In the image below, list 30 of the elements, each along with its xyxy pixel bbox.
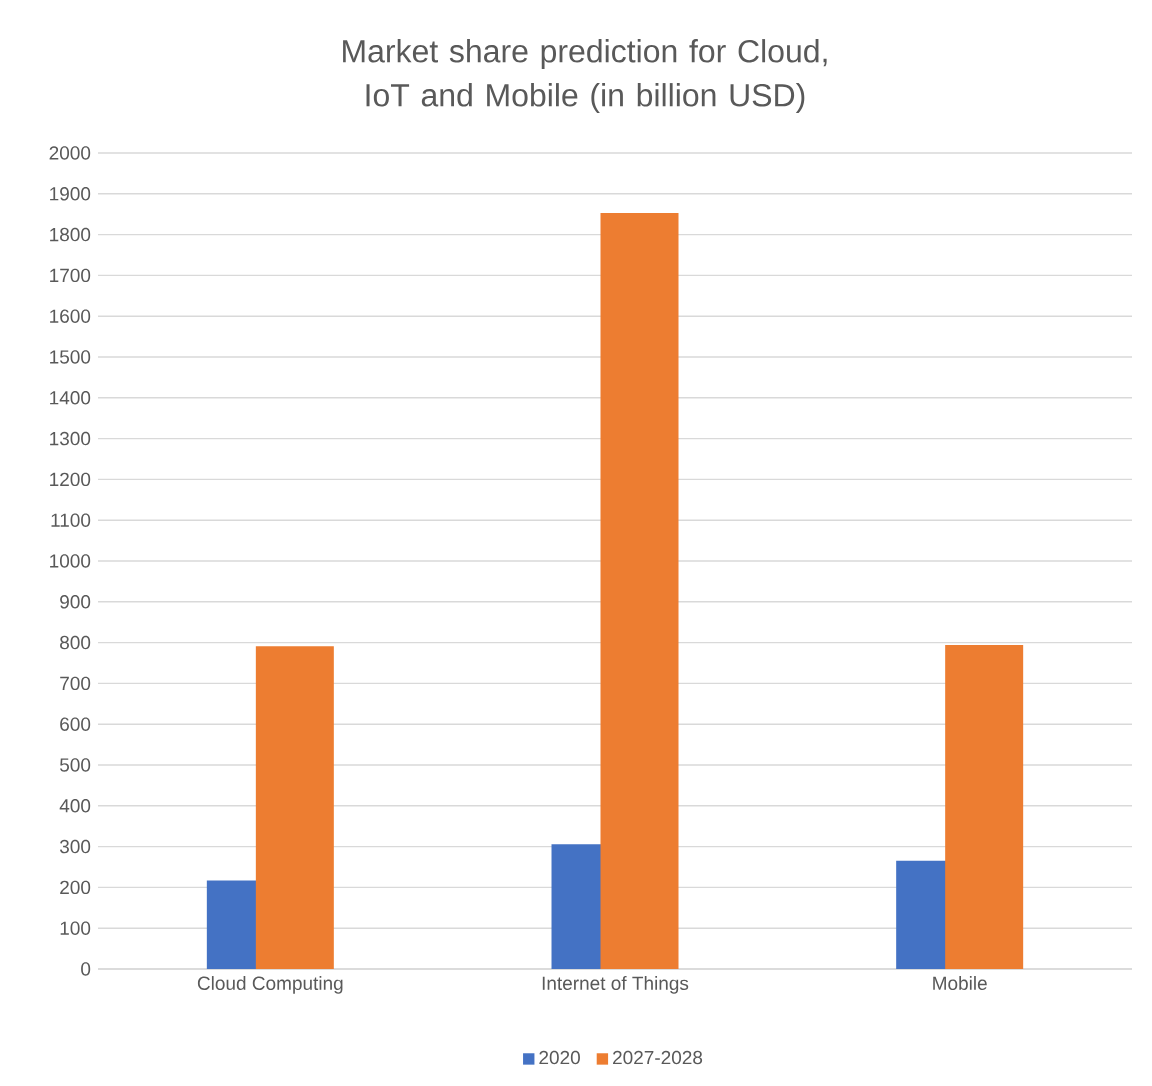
- y-tick-label: 1000: [50, 554, 91, 568]
- y-tick-label: 1200: [50, 472, 91, 487]
- legend-label: 2027-2028: [613, 1050, 703, 1065]
- legend-label: 2020: [539, 1050, 580, 1065]
- y-tick-label: 600: [60, 717, 91, 731]
- y-tick-label: 1300: [50, 431, 91, 446]
- y-tick-label: 1900: [50, 187, 91, 201]
- y-tick-label: 1800: [50, 227, 91, 242]
- y-tick-label: 1100: [51, 513, 91, 527]
- x-tick-label: Internet of Things: [542, 976, 689, 994]
- y-tick-label: 700: [60, 676, 91, 691]
- y-tick-label: 1500: [50, 350, 91, 364]
- y-tick-label: 1700: [50, 268, 91, 283]
- y-tick-label: 1600: [50, 309, 91, 323]
- bar: [600, 212, 679, 969]
- y-tick-label: 300: [59, 839, 91, 854]
- x-tick-label: Cloud Computing: [197, 976, 343, 994]
- y-tick-label: 900: [60, 595, 91, 609]
- y-tick-label: 2000: [49, 146, 91, 160]
- y-tick-label: 1400: [50, 391, 91, 405]
- y-tick-label: 0: [81, 962, 91, 976]
- bar: [255, 646, 334, 969]
- chart-title: Market share prediction for Cloud, IoT and Mobile (in billion USD): [343, 39, 827, 113]
- x-tick-label: Mobile: [933, 976, 987, 991]
- bar: [945, 645, 1024, 969]
- y-tick-label: 200: [60, 880, 91, 895]
- y-tick-label: 500: [59, 758, 91, 772]
- y-tick-label: 800: [60, 635, 91, 650]
- y-tick-label: 400: [59, 799, 91, 813]
- y-tick-label: 100: [60, 921, 91, 935]
